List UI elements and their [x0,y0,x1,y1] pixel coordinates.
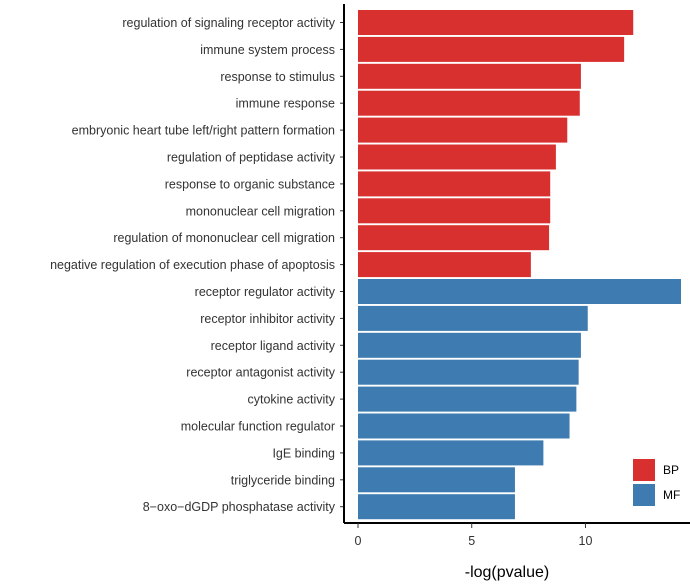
category-label: receptor inhibitor activity [200,312,336,326]
bar [358,144,556,170]
category-label: response to organic substance [165,177,335,191]
category-label: receptor ligand activity [211,339,336,353]
x-tick-label: 10 [579,534,593,548]
category-labels: regulation of signaling receptor activit… [50,16,336,514]
bar [358,279,681,304]
bar [358,225,550,251]
bar [358,332,581,358]
bar [358,305,588,331]
bar [358,494,515,520]
bar [358,386,577,412]
category-label: immune response [236,97,335,111]
category-label: receptor regulator activity [195,285,336,299]
x-tick-labels: 0 5 10 [355,523,593,548]
bar [358,36,625,62]
bar [358,413,570,439]
axes [340,4,690,524]
bar [358,63,581,89]
legend-swatch [633,459,655,481]
category-label: regulation of mononuclear cell migration [113,231,335,245]
x-axis-title: -log(pvalue) [465,564,549,581]
legend-label: MF [663,488,680,502]
category-label: embryonic heart tube left/right pattern … [72,124,335,138]
category-label: receptor antagonist activity [186,366,335,380]
bar [358,467,515,493]
category-label: response to stimulus [220,70,335,84]
category-label: regulation of signaling receptor activit… [122,16,335,30]
category-label: 8−oxo−dGDP phosphatase activity [143,500,336,514]
category-label: mononuclear cell migration [186,204,335,218]
bar [358,117,568,143]
category-label: triglyceride binding [231,473,335,487]
bar [358,359,579,385]
category-label: IgE binding [272,446,335,460]
bars-layer [358,10,681,520]
legend: BP MF [633,459,680,506]
bar [358,252,531,278]
category-label: regulation of peptidase activity [167,151,336,165]
bar [358,90,580,116]
category-label: molecular function regulator [181,420,335,434]
category-label: cytokine activity [247,393,335,407]
x-tick-label: 0 [355,534,362,548]
legend-label: BP [663,463,679,477]
category-label: immune system process [200,43,335,57]
bar [358,171,551,197]
legend-swatch [633,484,655,506]
bar [358,440,544,466]
x-tick-label: 5 [468,534,475,548]
bar [358,198,551,224]
category-label: negative regulation of execution phase o… [50,258,335,272]
bar [358,10,634,35]
